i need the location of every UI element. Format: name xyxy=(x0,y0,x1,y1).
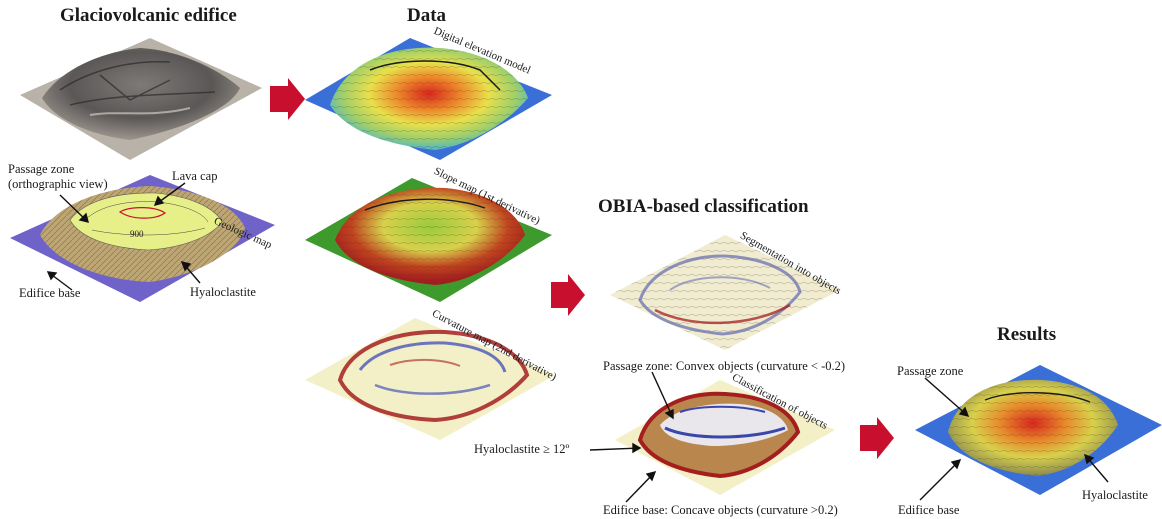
label-orthographic-view: (orthographic view) xyxy=(8,177,108,191)
label-hyaloclastite: Hyaloclastite xyxy=(190,285,256,299)
label-contour-value: 900 xyxy=(130,229,144,239)
results-label-hyaloclastite: Hyaloclastite xyxy=(1082,488,1148,502)
geologic-map xyxy=(10,175,275,302)
label-edifice-base: Edifice base xyxy=(19,286,81,300)
results-label-edifice-base: Edifice base xyxy=(898,503,960,517)
results-map xyxy=(915,365,1162,495)
header-edifice: Glaciovolcanic edifice xyxy=(60,5,237,26)
dem-map xyxy=(305,38,552,160)
header-obia: OBIA-based classification xyxy=(598,196,809,217)
label-lava-cap: Lava cap xyxy=(172,169,218,183)
header-data: Data xyxy=(407,5,447,26)
label-edifice-base-concave: Edifice base: Concave objects (curvature… xyxy=(603,503,838,517)
pointer-arrows xyxy=(46,182,1109,503)
header-results: Results xyxy=(997,324,1057,345)
flow-arrow-icon xyxy=(270,78,305,120)
flow-arrow-icon xyxy=(551,274,585,316)
segmentation-map xyxy=(610,235,840,350)
curvature-map xyxy=(305,318,555,440)
flow-arrow-icon xyxy=(860,417,894,459)
slope-map xyxy=(305,178,552,302)
label-hyaloclastite-slope: Hyaloclastite ≥ 12º xyxy=(474,442,570,456)
classification-map xyxy=(615,380,835,495)
label-passage-zone-convex: Passage zone: Convex objects (curvature … xyxy=(603,359,846,373)
edifice-photo xyxy=(20,38,262,160)
label-passage-zone: Passage zone xyxy=(8,162,75,176)
results-label-passage-zone: Passage zone xyxy=(897,364,964,378)
